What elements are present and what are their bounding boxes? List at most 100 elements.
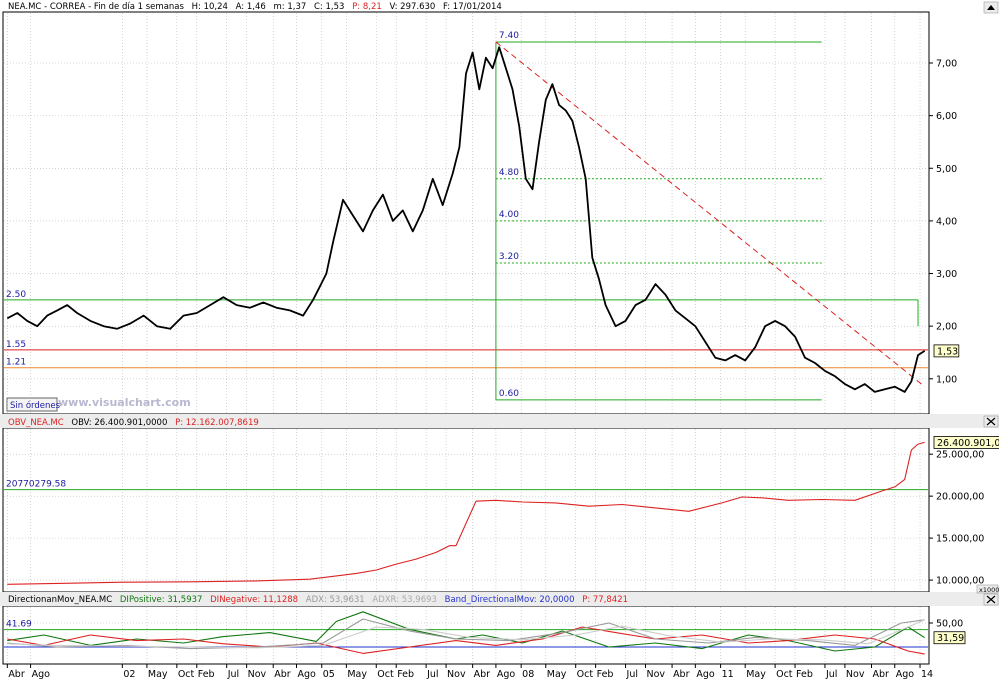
din-label: DINegative: 11,1288 bbox=[210, 595, 298, 605]
y-tick-label: 15.000,00 bbox=[936, 534, 984, 545]
close-label: C: 1,53 bbox=[314, 2, 344, 12]
last-value-tag bbox=[933, 344, 960, 358]
series-layer bbox=[6, 46, 926, 655]
series-line bbox=[7, 626, 925, 655]
series-line bbox=[6, 46, 926, 393]
dmi-panel-frame bbox=[2, 605, 930, 665]
x-tick-label: Jul bbox=[626, 669, 638, 680]
level-label: 2.50 bbox=[6, 290, 26, 300]
last-value-tag bbox=[933, 436, 999, 449]
obv-value-label: OBV: 26.400.901,0000 bbox=[71, 418, 167, 428]
percent-label: P: 8,21 bbox=[352, 2, 382, 12]
y-tick-label: 5,00 bbox=[936, 164, 957, 175]
x-tick-label: Jul bbox=[227, 669, 239, 680]
x-tick-label: Ago bbox=[497, 669, 516, 680]
y-tick-label: 6,00 bbox=[936, 111, 957, 122]
price-panel-header: NEA.MC - CORREA - Fin de día 1 semanas H… bbox=[8, 2, 502, 12]
level-label: 0.60 bbox=[499, 389, 519, 399]
x-axis: Abr Ago 02 May Oct Feb Jul Nov Abr Ago 05 May Oct Feb… bbox=[6, 664, 933, 680]
last-value-label: 26.400.901,00 bbox=[937, 438, 999, 449]
series-line bbox=[7, 619, 925, 649]
y-tick-label: 25.000,00 bbox=[936, 450, 984, 461]
symbol-label: NEA.MC - CORREA - Fin de día 1 semanas bbox=[8, 2, 184, 12]
level-label: 41.69 bbox=[6, 620, 32, 630]
level-label: 4.00 bbox=[499, 210, 519, 220]
y-tick-label: 20.000,00 bbox=[936, 492, 984, 503]
orders-button[interactable]: Sin órdenes bbox=[6, 397, 61, 412]
x-tick-label: 02 bbox=[123, 669, 135, 680]
x-tick-label: Oct bbox=[776, 669, 793, 680]
x-tick-label: Ago bbox=[32, 669, 51, 680]
panel-separator-1[interactable] bbox=[0, 414, 999, 428]
x1000-icon[interactable]: x1000 bbox=[976, 584, 999, 594]
level-label: 4.80 bbox=[499, 168, 519, 178]
x-tick-label: 08 bbox=[522, 669, 534, 680]
x-tick-label: 11 bbox=[722, 669, 734, 680]
obv-name-label: OBV_NEA.MC bbox=[8, 418, 64, 428]
x-tick-label: 14 bbox=[921, 669, 933, 680]
y-tick-label: 4,00 bbox=[936, 216, 957, 227]
x-tick-label: May bbox=[347, 669, 367, 680]
level-label: 1.55 bbox=[6, 340, 26, 350]
close-x-icon[interactable] bbox=[983, 415, 999, 428]
high-label: H: 10,24 bbox=[192, 2, 228, 12]
x-tick-label: Feb bbox=[198, 669, 215, 680]
x-tick-label: Nov bbox=[248, 669, 267, 680]
x-tick-label: Oct bbox=[178, 669, 195, 680]
ticks-layer: 1,00 2,00 3,00 4,00 5,00 6,00 7,00 1,53 10.000,0… bbox=[929, 59, 999, 645]
volume-label: V: 297.630 bbox=[389, 2, 435, 12]
x-tick-label: Nov bbox=[646, 669, 665, 680]
x-tick-label: Jul bbox=[426, 669, 438, 680]
y-tick-label: 50,00 bbox=[936, 619, 963, 630]
x-tick-label: Nov bbox=[447, 669, 466, 680]
x-tick-label: Abr bbox=[872, 669, 889, 680]
last-value-label: 1,53 bbox=[937, 346, 958, 357]
x-tick-label: Feb bbox=[397, 669, 414, 680]
x-tick-label: May bbox=[746, 669, 766, 680]
y-tick-label: 3,00 bbox=[936, 269, 957, 280]
y-tick-label: 2,00 bbox=[936, 322, 957, 333]
dmi-panel-header: DirectionanMov_NEA.MC DIPositive: 31,593… bbox=[8, 595, 628, 605]
dmi-percent-label: P: 77,8421 bbox=[582, 595, 628, 605]
open-label: A: 1,46 bbox=[236, 2, 266, 12]
x-tick-label: Jul bbox=[825, 669, 837, 680]
levels-layer: 7.40 4.80 4.00 3.20 0.60 2.50 1.55 1.21 20770279… bbox=[4, 31, 928, 648]
panel-separator-2[interactable] bbox=[0, 592, 999, 606]
band-label: Band_DirectionalMov: 20,0000 bbox=[445, 595, 575, 605]
y-tick-label: 7,00 bbox=[936, 59, 957, 70]
date-label: F: 17/01/2014 bbox=[443, 2, 502, 12]
x-tick-label: Oct bbox=[377, 669, 394, 680]
low-label: m: 1,37 bbox=[274, 2, 307, 12]
x-tick-label: Ago bbox=[297, 669, 316, 680]
obv-percent-label: P: 12.162.007,8619 bbox=[175, 418, 259, 428]
x-tick-label: Ago bbox=[896, 669, 915, 680]
level-label: 3.20 bbox=[499, 252, 519, 262]
x-tick-label: Abr bbox=[474, 669, 491, 680]
last-value-tag bbox=[933, 631, 966, 645]
x-tick-label: Oct bbox=[577, 669, 594, 680]
y-tick-label: 10.000,00 bbox=[936, 576, 984, 587]
series-line bbox=[7, 618, 925, 650]
last-value-label: 31,59 bbox=[937, 633, 964, 644]
x-tick-label: Nov bbox=[846, 669, 865, 680]
x-tick-label: May bbox=[148, 669, 168, 680]
x-tick-label: Abr bbox=[8, 669, 25, 680]
dip-label: DIPositive: 31,5937 bbox=[120, 595, 203, 605]
trendline bbox=[495, 41, 925, 388]
scale-note: x1000 bbox=[979, 586, 999, 594]
adx-label: ADX: 53,9631 bbox=[306, 595, 365, 605]
obv-panel-header: OBV_NEA.MC OBV: 26.400.901,0000 P: 12.16… bbox=[8, 418, 259, 428]
y-tick-label: 1,00 bbox=[936, 374, 957, 385]
x-tick-label: 05 bbox=[323, 669, 335, 680]
scroll-up-arrow-icon[interactable] bbox=[983, 1, 999, 14]
x-tick-label: Abr bbox=[673, 669, 690, 680]
level-label: 7.40 bbox=[499, 31, 519, 41]
x-tick-label: Feb bbox=[796, 669, 813, 680]
obv-panel-frame bbox=[2, 427, 930, 593]
close-x-icon[interactable] bbox=[983, 593, 999, 606]
x-tick-label: May bbox=[547, 669, 567, 680]
x-tick-label: Abr bbox=[274, 669, 291, 680]
level-label: 20770279.58 bbox=[6, 480, 66, 490]
x-tick-label: Ago bbox=[696, 669, 715, 680]
